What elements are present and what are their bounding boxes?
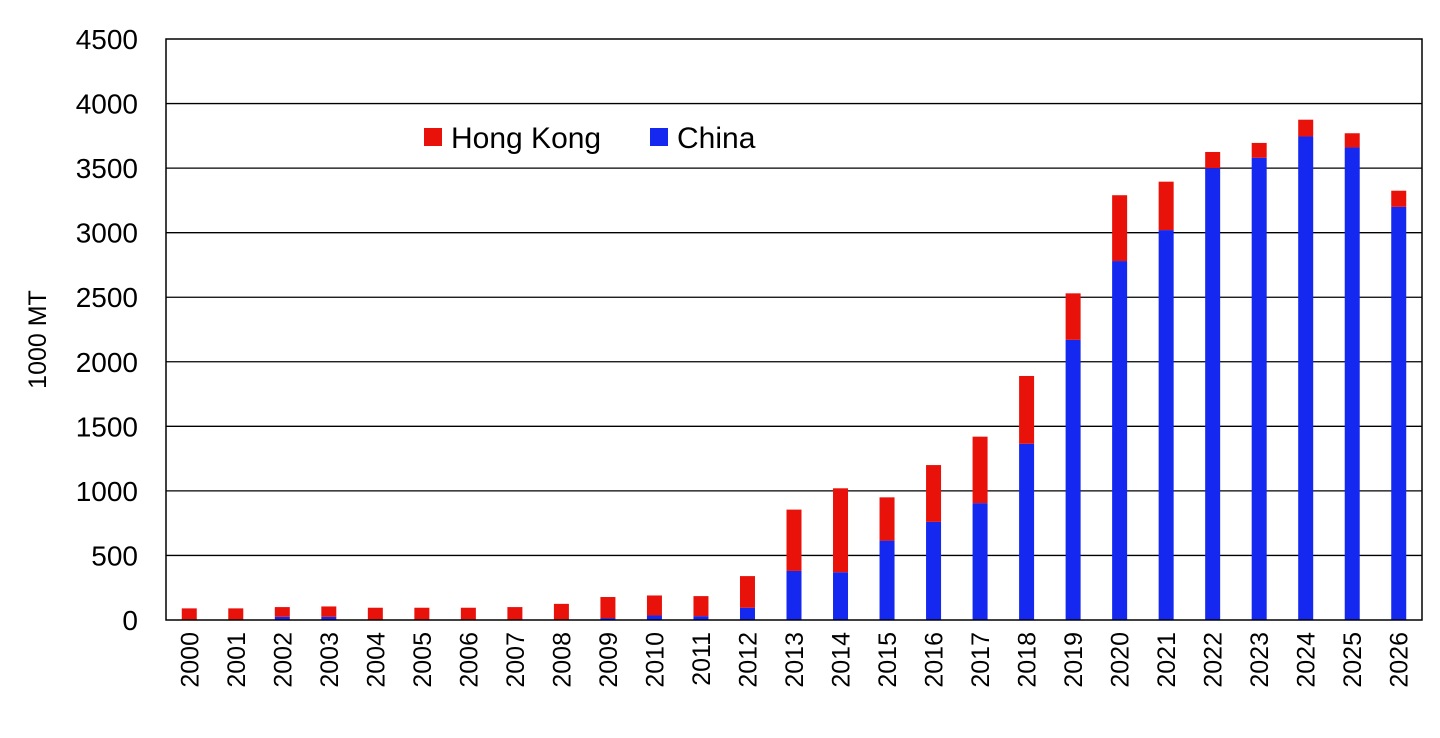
bar-hong-kong-2015 xyxy=(879,497,895,541)
x-tick-label: 2016 xyxy=(921,632,949,688)
bar-china-2014 xyxy=(833,572,849,620)
x-tick-label: 2001 xyxy=(223,632,251,688)
x-tick-label: 2002 xyxy=(269,632,297,688)
y-tick-label: 4000 xyxy=(76,89,138,120)
y-axis-title: 1000 MT xyxy=(24,290,52,389)
x-tick-label: 2014 xyxy=(828,632,856,688)
bar-china-2024 xyxy=(1298,136,1314,620)
x-tick-label: 2023 xyxy=(1246,632,1274,688)
bar-hong-kong-2007 xyxy=(507,607,523,620)
x-tick-label: 2025 xyxy=(1339,632,1367,688)
bar-hong-kong-2019 xyxy=(1065,293,1081,340)
bar-hong-kong-2005 xyxy=(414,607,430,620)
x-tick-label: 2021 xyxy=(1153,632,1181,688)
y-tick-label: 2000 xyxy=(76,347,138,378)
bar-hong-kong-2003 xyxy=(321,606,337,617)
legend-label-china: China xyxy=(677,122,756,155)
bar-hong-kong-2014 xyxy=(833,488,849,573)
bar-hong-kong-2000 xyxy=(181,608,197,620)
legend-swatch-hong-kong xyxy=(424,128,442,146)
bar-hong-kong-2006 xyxy=(460,607,476,620)
x-axis-tick-labels: 2000 2001 2002 2003 2004 2005 2006 2007 2008 2009… xyxy=(176,632,1413,688)
x-tick-label: 2022 xyxy=(1200,632,1228,688)
y-tick-label: 3500 xyxy=(76,153,138,184)
bar-china-2013 xyxy=(786,570,802,620)
x-tick-label: 2024 xyxy=(1293,632,1321,688)
bar-hong-kong-2004 xyxy=(367,607,383,620)
bar-china-2011 xyxy=(693,616,709,620)
x-tick-label: 2003 xyxy=(316,632,344,688)
x-tick-label: 2019 xyxy=(1060,632,1088,688)
bar-hong-kong-2021 xyxy=(1158,181,1174,231)
bar-china-2015 xyxy=(879,540,895,620)
x-tick-label: 2013 xyxy=(781,632,809,688)
bar-china-2025 xyxy=(1344,147,1360,620)
bar-china-2003 xyxy=(321,616,337,620)
bar-china-2012 xyxy=(739,607,755,620)
x-tick-label: 2011 xyxy=(688,632,716,686)
legend: Hong Kong China xyxy=(424,122,756,155)
plot-area-frame xyxy=(165,38,1423,621)
y-tick-label: 2500 xyxy=(76,282,138,313)
bar-china-2021 xyxy=(1158,230,1174,620)
x-tick-label: 2005 xyxy=(409,632,437,688)
gridlines xyxy=(166,102,1422,557)
bar-china-2009 xyxy=(600,618,616,620)
x-tick-label: 2026 xyxy=(1386,632,1414,688)
bar-hong-kong-2002 xyxy=(274,607,290,617)
bar-hong-kong-2009 xyxy=(600,597,616,619)
bar-china-2010 xyxy=(646,615,662,620)
y-tick-label: 3000 xyxy=(76,218,138,249)
bar-hong-kong-2017 xyxy=(972,436,988,504)
bar-hong-kong-2018 xyxy=(1019,375,1035,444)
x-tick-label: 2000 xyxy=(176,632,204,688)
bar-hong-kong-2025 xyxy=(1344,133,1360,148)
bar-china-2002 xyxy=(274,616,290,620)
bar-china-2018 xyxy=(1019,443,1035,620)
bar-china-2016 xyxy=(926,521,942,620)
y-axis-tick-labels: 0 500 1000 1500 2000 2500 3000 3500 4000 4500 xyxy=(76,24,138,636)
y-tick-label: 500 xyxy=(91,540,138,571)
bar-china-2026 xyxy=(1391,206,1407,620)
y-tick-label: 1000 xyxy=(76,476,138,507)
legend-label-hong-kong: Hong Kong xyxy=(451,122,601,155)
x-tick-label: 2017 xyxy=(967,632,995,688)
bar-hong-kong-2022 xyxy=(1205,151,1221,169)
legend-swatch-china xyxy=(650,128,668,146)
x-tick-label: 2009 xyxy=(595,632,623,688)
x-tick-label: 2020 xyxy=(1107,632,1135,688)
x-tick-label: 2006 xyxy=(455,632,483,688)
bar-hong-kong-2001 xyxy=(228,608,244,620)
bar-china-2017 xyxy=(972,503,988,620)
bar-hong-kong-2013 xyxy=(786,509,802,571)
bar-china-2019 xyxy=(1065,339,1081,620)
bar-hong-kong-2024 xyxy=(1298,119,1314,137)
bar-hong-kong-2020 xyxy=(1112,195,1128,262)
bar-china-2020 xyxy=(1112,261,1128,620)
bar-hong-kong-2026 xyxy=(1391,190,1407,207)
x-tick-label: 2012 xyxy=(734,632,762,688)
y-tick-label: 4500 xyxy=(76,24,138,55)
bar-hong-kong-2012 xyxy=(739,576,755,608)
y-tick-label: 1500 xyxy=(76,411,138,442)
x-tick-label: 2008 xyxy=(548,632,576,688)
x-tick-label: 2015 xyxy=(874,632,902,688)
x-tick-label: 2010 xyxy=(641,632,669,688)
bar-hong-kong-2008 xyxy=(553,603,569,620)
bar-hong-kong-2016 xyxy=(926,465,942,522)
bar-hong-kong-2010 xyxy=(646,595,662,616)
bar-china-2022 xyxy=(1205,168,1221,620)
bars xyxy=(181,119,1407,620)
bar-hong-kong-2023 xyxy=(1251,142,1267,158)
x-tick-label: 2007 xyxy=(502,632,530,688)
bar-china-2023 xyxy=(1251,157,1267,620)
bar-hong-kong-2011 xyxy=(693,596,709,617)
x-tick-label: 2004 xyxy=(362,632,390,688)
y-tick-label: 0 xyxy=(122,605,138,636)
x-tick-label: 2018 xyxy=(1014,632,1042,688)
